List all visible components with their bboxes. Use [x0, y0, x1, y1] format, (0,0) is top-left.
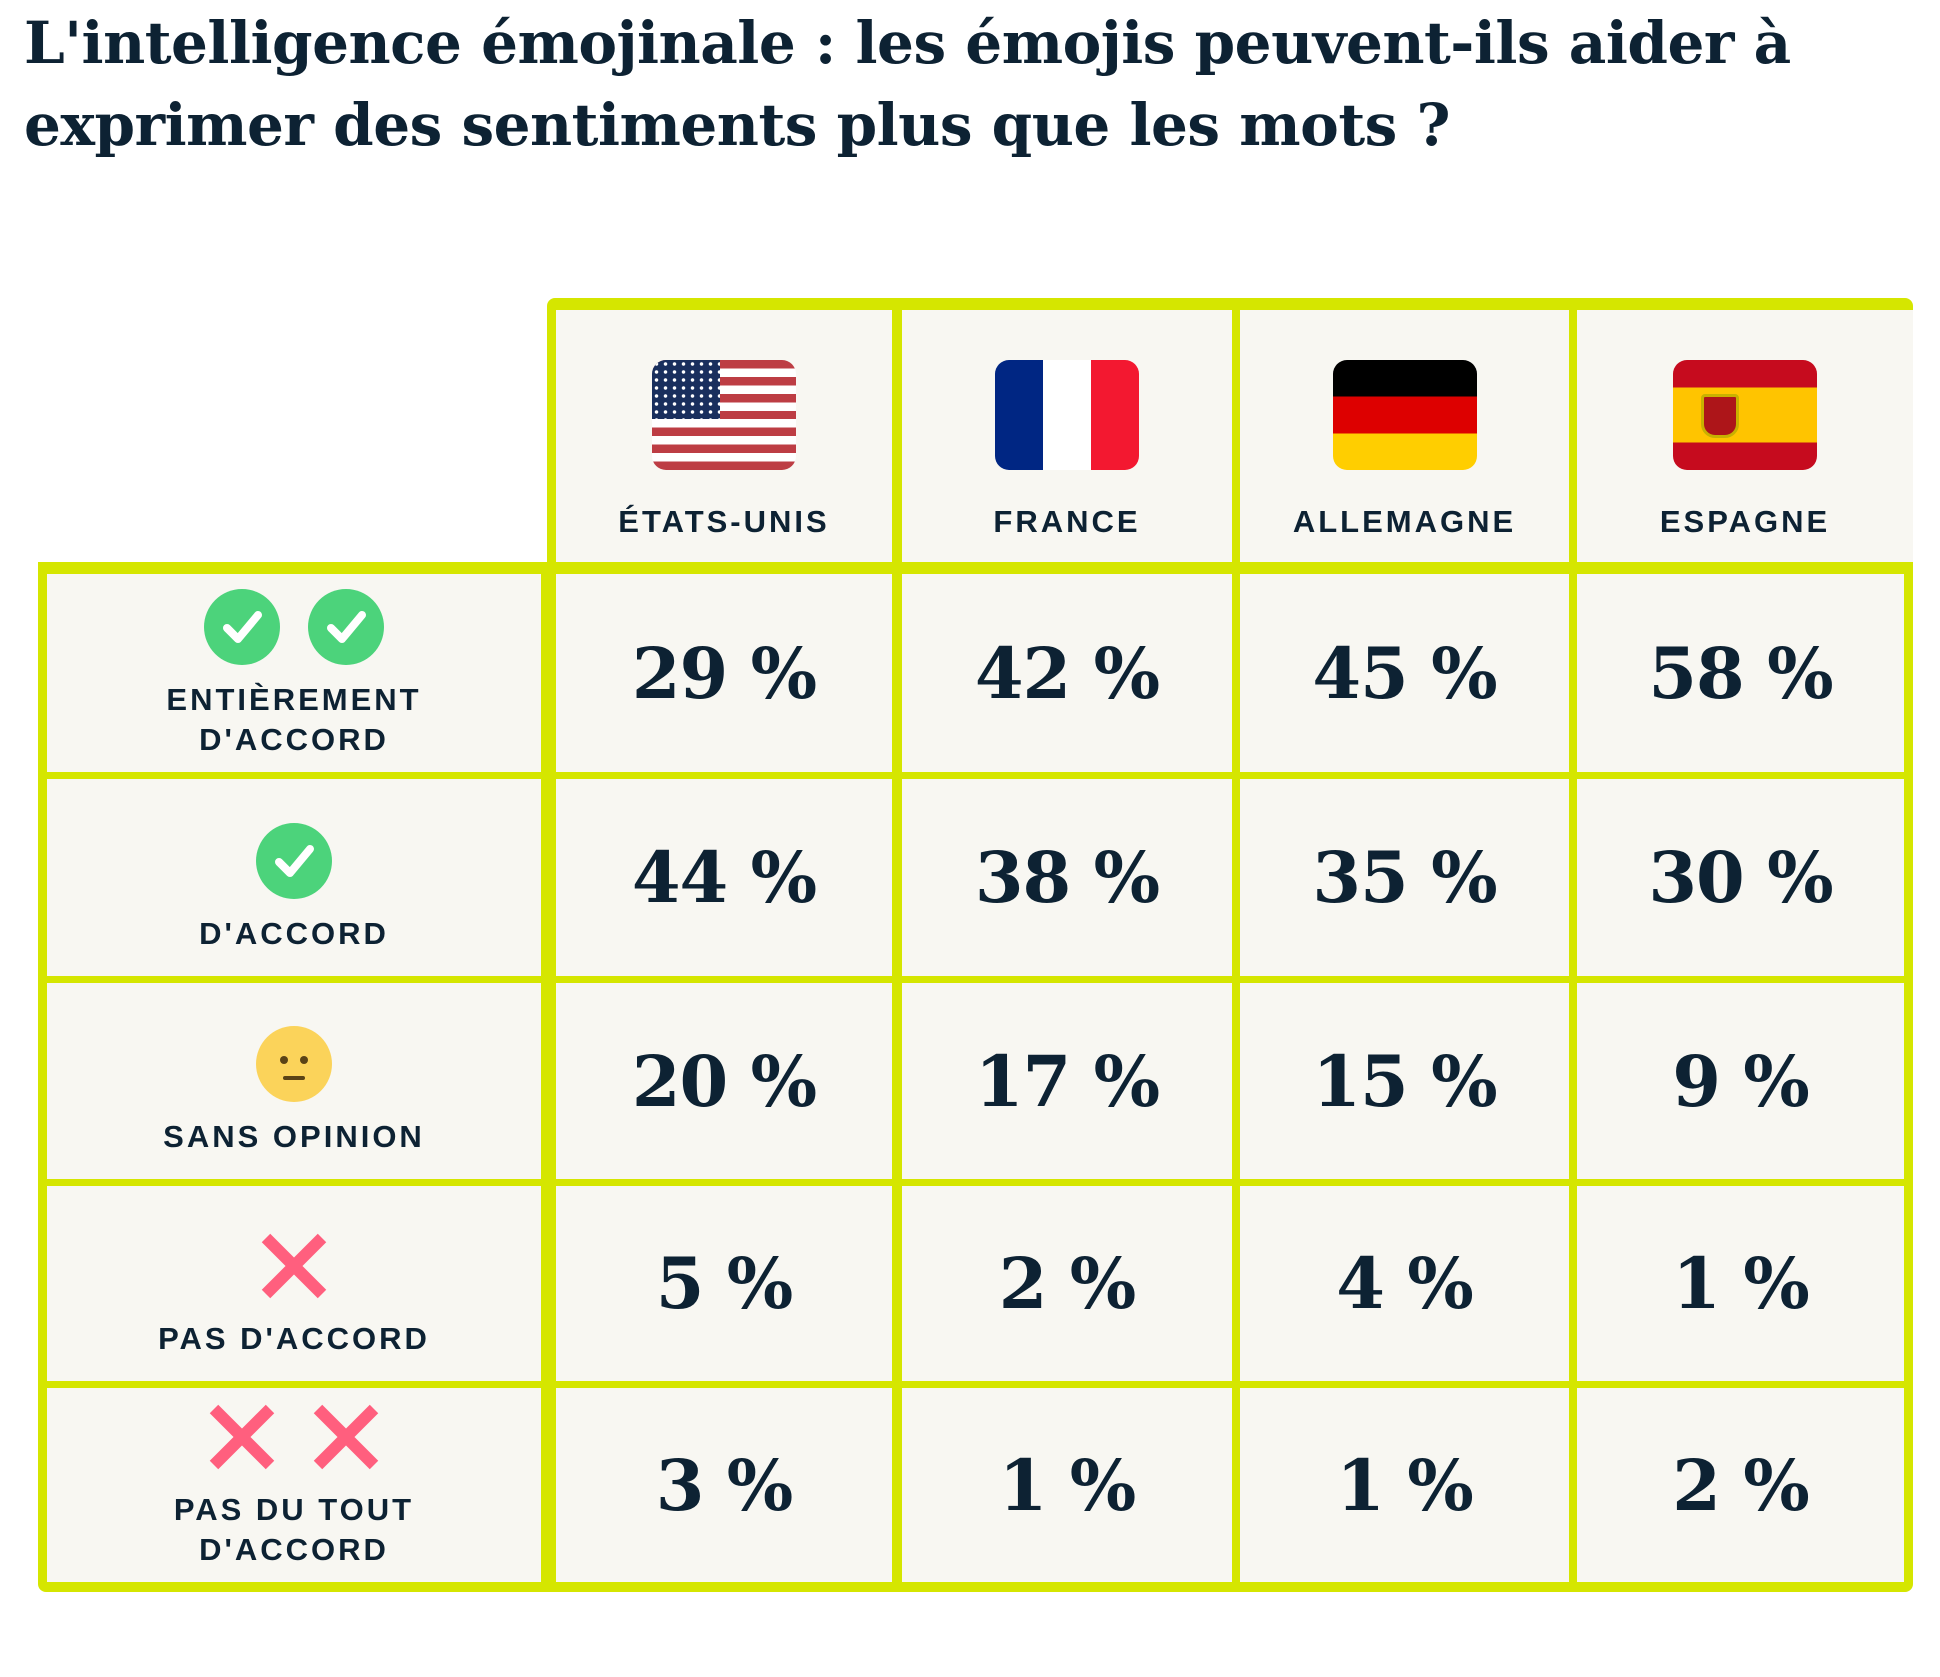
value-cell: 1 % — [902, 1388, 1232, 1582]
cross-icon — [204, 1399, 280, 1475]
row-label-cell: ENTIÈREMENT D'ACCORD — [47, 574, 541, 772]
percent-value: 15 % — [1312, 1039, 1497, 1123]
double-cross-icon — [204, 1398, 384, 1476]
percent-value: 20 % — [631, 1039, 817, 1123]
check-icon — [204, 589, 280, 665]
country-label: ALLEMAGNE — [1292, 504, 1517, 539]
row-label-cell: SANS OPINION — [47, 983, 541, 1179]
table-header: ÉTATS-UNIS FRANCE ALLEMAGNE ESPAGNE — [547, 298, 1913, 574]
row-label-cell: PAS D'ACCORD — [47, 1186, 541, 1381]
row-label: ENTIÈREMENT D'ACCORD — [166, 682, 422, 757]
value-cell: 30 % — [1577, 779, 1904, 976]
value-cell: 35 % — [1240, 779, 1569, 976]
neutral-face-icon — [256, 1026, 332, 1102]
country-label: FRANCE — [993, 504, 1141, 539]
spain-flag — [1673, 360, 1817, 470]
percent-value: 42 % — [974, 631, 1160, 715]
value-cell: 20 % — [556, 983, 892, 1179]
column-header: ESPAGNE — [1577, 310, 1913, 562]
value-cell: 5 % — [556, 1186, 892, 1381]
value-cell: 1 % — [1577, 1186, 1904, 1381]
row-label: D'ACCORD — [199, 916, 389, 951]
value-cell: 58 % — [1577, 574, 1904, 772]
value-cell: 15 % — [1240, 983, 1569, 1179]
value-cell: 2 % — [1577, 1388, 1904, 1582]
value-cell: 17 % — [902, 983, 1232, 1179]
percent-value: 35 % — [1312, 836, 1497, 919]
check-icon — [256, 823, 332, 899]
us-flag — [652, 360, 796, 470]
percent-value: 5 % — [655, 1242, 794, 1325]
country-label: ÉTATS-UNIS — [618, 504, 830, 539]
cross-icon — [256, 1228, 332, 1304]
value-cell: 1 % — [1240, 1388, 1569, 1582]
percent-value: 3 % — [655, 1443, 794, 1527]
france-flag — [995, 360, 1139, 470]
value-cell: 3 % — [556, 1388, 892, 1582]
column-header: ÉTATS-UNIS — [556, 310, 892, 562]
page-title: L'intelligence émojinale : les émojis pe… — [24, 9, 1791, 159]
row-label: PAS D'ACCORD — [158, 1321, 430, 1356]
value-cell: 29 % — [556, 574, 892, 772]
row-label: PAS DU TOUT D'ACCORD — [173, 1492, 415, 1567]
percent-value: 9 % — [1672, 1039, 1810, 1123]
check-icon — [308, 589, 384, 665]
germany-flag — [1332, 360, 1477, 470]
cross-icon — [256, 1227, 332, 1305]
percent-value: 58 % — [1648, 631, 1833, 715]
percent-value: 2 % — [1672, 1443, 1810, 1527]
row-label-cell: PAS DU TOUT D'ACCORD — [47, 1388, 541, 1582]
table-body: ENTIÈREMENT D'ACCORD 29 % 42 % 45 % 58 % D'AC… — [38, 562, 1913, 1592]
column-header: ALLEMAGNE — [1240, 310, 1569, 562]
value-cell: 45 % — [1240, 574, 1569, 772]
percent-value: 1 % — [1672, 1242, 1810, 1325]
neutral-face-icon — [256, 1025, 332, 1103]
check-icon — [256, 822, 332, 900]
percent-value: 38 % — [974, 836, 1160, 919]
percent-value: 29 % — [631, 631, 817, 715]
value-cell: 2 % — [902, 1186, 1232, 1381]
percent-value: 2 % — [998, 1242, 1137, 1325]
value-cell: 38 % — [902, 779, 1232, 976]
value-cell: 42 % — [902, 574, 1232, 772]
value-cell: 9 % — [1577, 983, 1904, 1179]
percent-value: 44 % — [631, 836, 817, 919]
percent-value: 1 % — [1336, 1443, 1474, 1527]
row-label: SANS OPINION — [163, 1119, 425, 1154]
percent-value: 1 % — [998, 1443, 1137, 1527]
row-label-cell: D'ACCORD — [47, 779, 541, 976]
column-header: FRANCE — [902, 310, 1232, 562]
country-label: ESPAGNE — [1659, 504, 1831, 539]
percent-value: 17 % — [974, 1039, 1160, 1123]
percent-value: 45 % — [1312, 631, 1497, 715]
value-cell: 4 % — [1240, 1186, 1569, 1381]
double-check-icon — [204, 588, 384, 666]
percent-value: 30 % — [1648, 836, 1833, 919]
cross-icon — [308, 1399, 384, 1475]
percent-value: 4 % — [1336, 1242, 1474, 1325]
value-cell: 44 % — [556, 779, 892, 976]
